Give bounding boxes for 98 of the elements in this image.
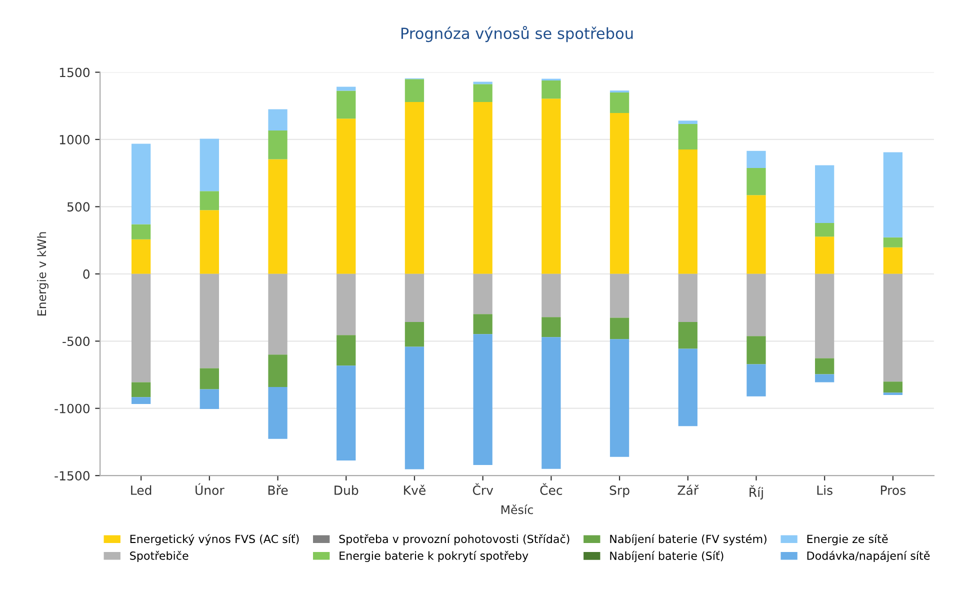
bar bbox=[132, 224, 151, 240]
y-tick-label: -1000 bbox=[54, 404, 90, 414]
bar bbox=[473, 314, 492, 334]
bar bbox=[404, 346, 424, 470]
bar bbox=[815, 222, 834, 237]
bar bbox=[746, 168, 766, 196]
bar bbox=[746, 150, 766, 168]
bar bbox=[132, 382, 151, 398]
legend-label: Energie baterie k pokrytí spotřeby bbox=[340, 550, 528, 562]
legend-label: Energetický výnos FVS (AC síť) bbox=[130, 534, 299, 546]
x-axis-title: Měsíc bbox=[501, 504, 533, 514]
legend-label: Nabíjení baterie (Síť) bbox=[610, 550, 724, 562]
bar bbox=[132, 397, 151, 404]
bar bbox=[746, 195, 766, 274]
chart-title: Prognóza výnosů se spotřebou bbox=[401, 26, 633, 42]
bar bbox=[815, 165, 834, 223]
bar bbox=[268, 130, 288, 160]
bar bbox=[883, 392, 902, 396]
bar bbox=[268, 386, 288, 439]
bar bbox=[268, 159, 288, 274]
bar bbox=[610, 339, 630, 457]
bar bbox=[542, 98, 561, 274]
bar bbox=[678, 274, 698, 322]
bar bbox=[336, 90, 356, 119]
bar bbox=[678, 322, 698, 349]
bar bbox=[336, 274, 356, 336]
bar bbox=[200, 274, 219, 368]
bar bbox=[473, 84, 492, 102]
x-tick-label: Bře bbox=[268, 484, 288, 495]
bar bbox=[678, 124, 698, 150]
bar bbox=[815, 236, 834, 274]
y-tick-label: -1500 bbox=[54, 471, 90, 481]
y-tick-label: 1000 bbox=[60, 134, 90, 144]
bar bbox=[746, 364, 766, 396]
bar bbox=[542, 337, 561, 469]
bar bbox=[746, 274, 766, 336]
y-tick-label: -500 bbox=[62, 336, 90, 346]
bar bbox=[336, 86, 356, 91]
bar bbox=[200, 368, 219, 390]
bar bbox=[883, 152, 902, 238]
legend-label: Spotřebiče bbox=[130, 550, 188, 562]
bar bbox=[678, 120, 698, 124]
bar bbox=[883, 382, 902, 393]
bar bbox=[678, 348, 698, 426]
bar bbox=[404, 322, 424, 347]
bar bbox=[815, 374, 834, 382]
y-axis-title: Energie v kWh bbox=[37, 232, 48, 316]
bar bbox=[200, 389, 219, 410]
bar bbox=[610, 274, 630, 318]
bar bbox=[883, 247, 902, 274]
bar bbox=[542, 317, 561, 338]
bar bbox=[336, 366, 356, 461]
bar bbox=[268, 109, 288, 130]
x-tick-label: Kvě bbox=[404, 484, 426, 495]
bar bbox=[404, 274, 424, 322]
bar bbox=[132, 144, 151, 224]
bar bbox=[815, 358, 834, 374]
bar bbox=[132, 274, 151, 382]
x-tick-label: Led bbox=[131, 485, 152, 495]
legend-label: Spotřeba v provozní pohotovosti (Střídač) bbox=[339, 534, 570, 546]
bar bbox=[542, 274, 561, 318]
bar bbox=[610, 318, 630, 340]
bar bbox=[268, 274, 288, 355]
bar bbox=[883, 237, 902, 248]
x-tick-label: Říj bbox=[750, 485, 763, 500]
x-tick-label: Črv bbox=[472, 483, 494, 495]
x-tick-label: Čec bbox=[540, 483, 562, 495]
bar bbox=[200, 210, 219, 274]
x-tick-label: Únor bbox=[196, 483, 224, 495]
bar bbox=[132, 239, 151, 274]
bar bbox=[404, 102, 424, 274]
legend-label: Energie ze sítě bbox=[807, 534, 888, 546]
y-tick-label: 0 bbox=[83, 269, 90, 279]
bar bbox=[473, 334, 492, 465]
x-tick-label: Zář bbox=[678, 484, 699, 495]
bar bbox=[336, 118, 356, 274]
x-tick-label: Srp bbox=[610, 486, 630, 498]
legend-label: Dodávka/napájení sítě bbox=[807, 550, 930, 562]
bar bbox=[542, 80, 561, 99]
bar bbox=[268, 354, 288, 387]
y-tick-label: 500 bbox=[67, 202, 90, 212]
x-tick-label: Lis bbox=[817, 485, 832, 495]
bar bbox=[815, 274, 834, 358]
y-tick-label: 1500 bbox=[60, 68, 90, 78]
bar bbox=[336, 335, 356, 366]
bar bbox=[746, 336, 766, 364]
bar bbox=[610, 112, 630, 274]
bar bbox=[473, 274, 492, 314]
bar bbox=[404, 79, 424, 102]
bar bbox=[883, 274, 902, 382]
bar bbox=[200, 138, 219, 192]
x-tick-label: Pros bbox=[880, 486, 906, 495]
legend-label: Nabíjení baterie (FV systém) bbox=[610, 534, 766, 546]
x-tick-label: Dub bbox=[334, 485, 358, 495]
bar bbox=[473, 102, 492, 274]
bar bbox=[200, 191, 219, 210]
bar bbox=[678, 150, 698, 274]
bar bbox=[610, 92, 630, 113]
